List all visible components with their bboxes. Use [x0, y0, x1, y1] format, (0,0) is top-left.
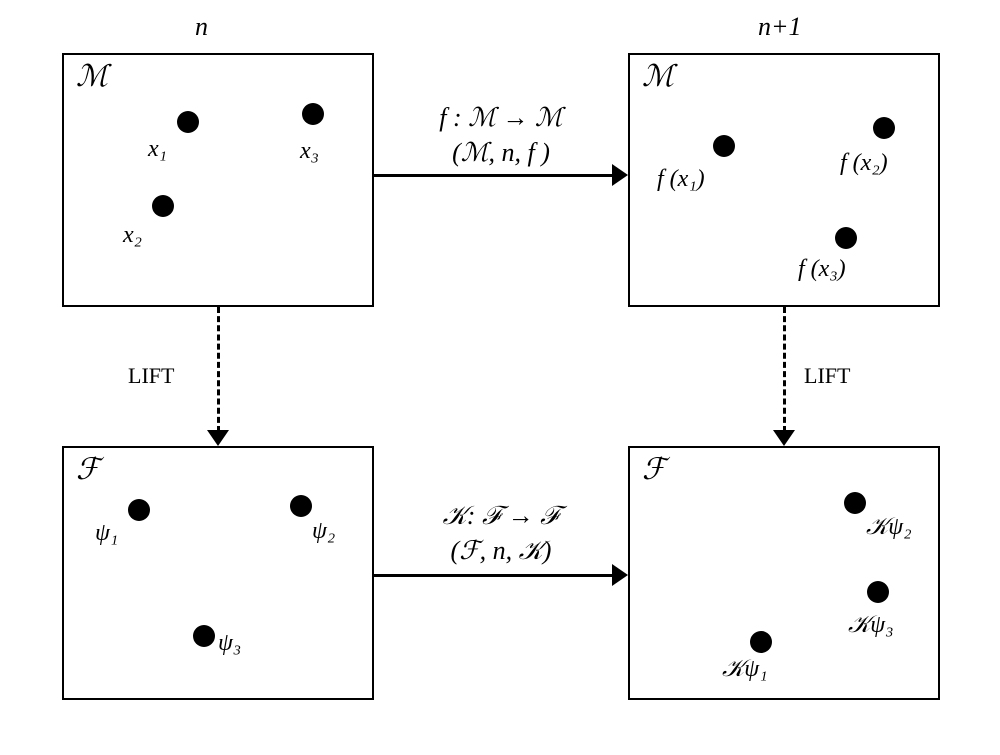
dot-tl-0 — [177, 111, 199, 133]
arrow-right-head — [773, 430, 795, 446]
box-corner-tr: ℳ — [642, 59, 674, 94]
arrow-left-head — [207, 430, 229, 446]
dot-label-tl-2: x₃ — [300, 138, 319, 165]
arrow-left-body — [217, 307, 220, 432]
arrow-bottom-label-line1: 𝒦: ℱ → ℱ — [411, 498, 591, 533]
arrow-top-body — [374, 174, 614, 177]
box-corner-tl: ℳ — [76, 59, 108, 94]
box-corner-br: ℱ — [642, 452, 666, 487]
dot-label-tl-0: x₁ — [148, 136, 167, 163]
box-tl — [62, 53, 374, 307]
dot-label-tl-1: x₂ — [123, 222, 142, 249]
dot-bl-0 — [128, 499, 150, 521]
dot-tr-1 — [873, 117, 895, 139]
arrow-top-head — [612, 164, 628, 186]
arrow-bottom-body — [374, 574, 614, 577]
dot-label-tr-2: f (x₃) — [798, 256, 846, 283]
dot-label-bl-0: ψ₁ — [95, 520, 118, 547]
dot-label-br-0: 𝒦ψ₂ — [866, 514, 912, 541]
arrow-bottom-label: 𝒦: ℱ → ℱ(ℱ, n, 𝒦) — [411, 498, 591, 568]
box-corner-bl: ℱ — [76, 452, 100, 487]
arrow-top-label: f : ℳ → ℳ(ℳ, n, f ) — [411, 100, 591, 170]
title-left: n — [195, 12, 208, 42]
arrow-bottom-head — [612, 564, 628, 586]
dot-br-1 — [867, 581, 889, 603]
dot-tr-0 — [713, 135, 735, 157]
arrow-right-body — [783, 307, 786, 432]
dot-label-br-1: 𝒦ψ₃ — [848, 612, 894, 639]
dot-label-br-2: 𝒦ψ₁ — [722, 656, 768, 683]
dot-br-2 — [750, 631, 772, 653]
dot-bl-1 — [290, 495, 312, 517]
dot-label-bl-1: ψ₂ — [312, 518, 335, 545]
arrow-right-label: LIFT — [804, 363, 850, 389]
dot-br-0 — [844, 492, 866, 514]
dot-label-tr-0: f (x₁) — [657, 166, 705, 193]
dot-tl-1 — [152, 195, 174, 217]
box-bl — [62, 446, 374, 700]
arrow-top-label-line2: (ℳ, n, f ) — [411, 135, 591, 170]
dot-tl-2 — [302, 103, 324, 125]
title-right: n+1 — [758, 12, 802, 42]
dot-tr-2 — [835, 227, 857, 249]
box-br — [628, 446, 940, 700]
arrow-top-label-line1: f : ℳ → ℳ — [411, 100, 591, 135]
arrow-left-label: LIFT — [128, 363, 174, 389]
dot-label-tr-1: f (x₂) — [840, 150, 888, 177]
dot-bl-2 — [193, 625, 215, 647]
arrow-bottom-label-line2: (ℱ, n, 𝒦) — [411, 533, 591, 568]
dot-label-bl-2: ψ₃ — [218, 630, 241, 657]
